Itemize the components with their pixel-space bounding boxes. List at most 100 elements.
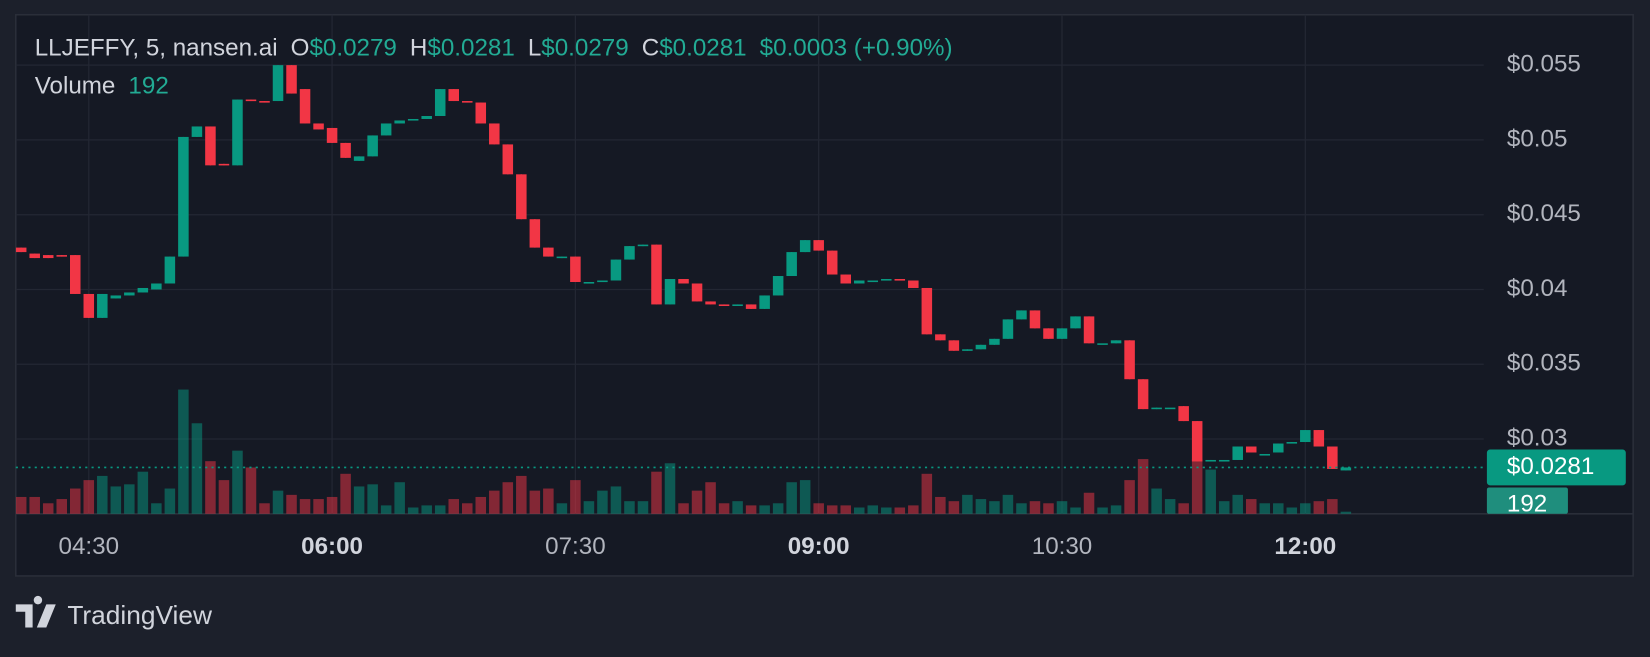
candle-body	[124, 292, 135, 296]
volume-bar	[1245, 499, 1257, 514]
candle-body	[610, 259, 622, 281]
volume-bar	[29, 496, 40, 514]
candle-body	[421, 115, 432, 119]
candle-body	[962, 349, 973, 351]
volume-bar	[894, 507, 906, 514]
volume-bar	[259, 503, 270, 514]
volume-bar	[502, 482, 514, 514]
candle-body	[434, 89, 446, 116]
chart-frame	[14, 13, 1634, 577]
volume-bar	[772, 503, 784, 514]
volume-pane	[15, 389, 1352, 514]
volume-bar	[313, 499, 324, 514]
volume-bar	[1191, 459, 1203, 514]
candle-body	[97, 293, 108, 318]
volume-bar	[570, 480, 581, 514]
candle-body	[705, 301, 716, 305]
candle-body	[826, 250, 838, 275]
volume-bar	[137, 471, 149, 514]
candle-body	[1056, 328, 1068, 339]
volume-bar	[1070, 507, 1081, 514]
last-price-badge	[1486, 449, 1626, 486]
volume-bar	[948, 501, 960, 514]
candle-body	[1002, 319, 1014, 339]
volume-bar	[597, 490, 608, 514]
candle-body	[853, 280, 865, 284]
candle-body	[218, 163, 230, 166]
x-tick-label: 12:00	[1274, 533, 1336, 560]
candle-body	[394, 120, 405, 124]
volume-bar	[340, 473, 351, 514]
y-tick-label: $0.04	[1507, 275, 1568, 302]
candle-body	[759, 295, 770, 309]
candle-body	[178, 136, 189, 257]
candle-body	[69, 255, 81, 294]
candle-body	[110, 295, 122, 299]
volume-bar	[475, 496, 487, 514]
volume-bar	[1313, 501, 1325, 514]
x-tick-label: 07:30	[545, 533, 606, 560]
volume-bar	[489, 490, 500, 514]
volume-bar	[935, 496, 946, 514]
volume-bar	[1137, 459, 1149, 514]
candle-body	[1164, 407, 1176, 410]
candle-body	[516, 174, 527, 220]
volume-bar	[1083, 492, 1095, 514]
volume-bar	[556, 503, 568, 514]
candle-body	[989, 338, 1000, 345]
volume-label: Volume	[35, 73, 116, 100]
volume-bar	[583, 501, 595, 514]
close-label: C	[642, 35, 659, 62]
last-price-label: $0.0281	[1507, 453, 1594, 480]
candle-body	[664, 279, 676, 305]
volume-bar	[97, 475, 108, 514]
candle-body	[272, 65, 284, 102]
volume-bar	[448, 499, 459, 514]
open-label: O	[291, 35, 310, 62]
candle-body	[29, 253, 40, 259]
x-tick-label: 09:00	[788, 533, 850, 560]
candle-body	[151, 283, 162, 290]
candle-body	[718, 304, 730, 307]
volume-bar	[272, 490, 284, 514]
volume-bar	[813, 503, 824, 514]
volume-bar	[664, 463, 676, 514]
volume-bar	[908, 505, 919, 514]
brand-name: TradingView	[67, 600, 213, 630]
high-label: H	[410, 35, 427, 62]
candle-body	[502, 144, 514, 175]
candle-body	[245, 99, 257, 102]
low-value: $0.0279	[541, 35, 628, 62]
candle-body	[921, 287, 933, 335]
candle-body	[556, 256, 568, 259]
volume-bar	[718, 503, 730, 514]
volume-legend: Volume 192	[35, 73, 169, 100]
candle-body	[799, 240, 811, 253]
candle-body	[259, 101, 270, 103]
volume-bar	[326, 496, 338, 514]
change-value: $0.0003 (+0.90%)	[760, 35, 953, 62]
volume-bar	[1232, 494, 1243, 514]
volume-bar	[759, 505, 770, 514]
volume-bar	[1056, 501, 1068, 514]
candle-body	[543, 247, 554, 257]
volume-bar	[151, 503, 162, 514]
candles	[15, 65, 1352, 471]
volume-bar	[1002, 494, 1014, 514]
volume-bar	[745, 505, 757, 514]
candle-body	[1232, 446, 1243, 460]
volume-bar	[799, 480, 811, 514]
volume-bar	[191, 423, 203, 514]
y-tick-label: $0.045	[1507, 200, 1581, 227]
candle-body	[786, 252, 797, 277]
volume-bar	[56, 499, 68, 514]
volume-bar	[989, 501, 1000, 514]
volume-bar	[1029, 501, 1041, 514]
candle-body	[867, 280, 879, 283]
candle-body	[1097, 343, 1108, 345]
candle-body	[1029, 310, 1041, 329]
candle-body	[1313, 430, 1325, 447]
candle-body	[570, 256, 581, 282]
volume-bar	[651, 471, 662, 514]
volume-bar	[1151, 488, 1162, 514]
